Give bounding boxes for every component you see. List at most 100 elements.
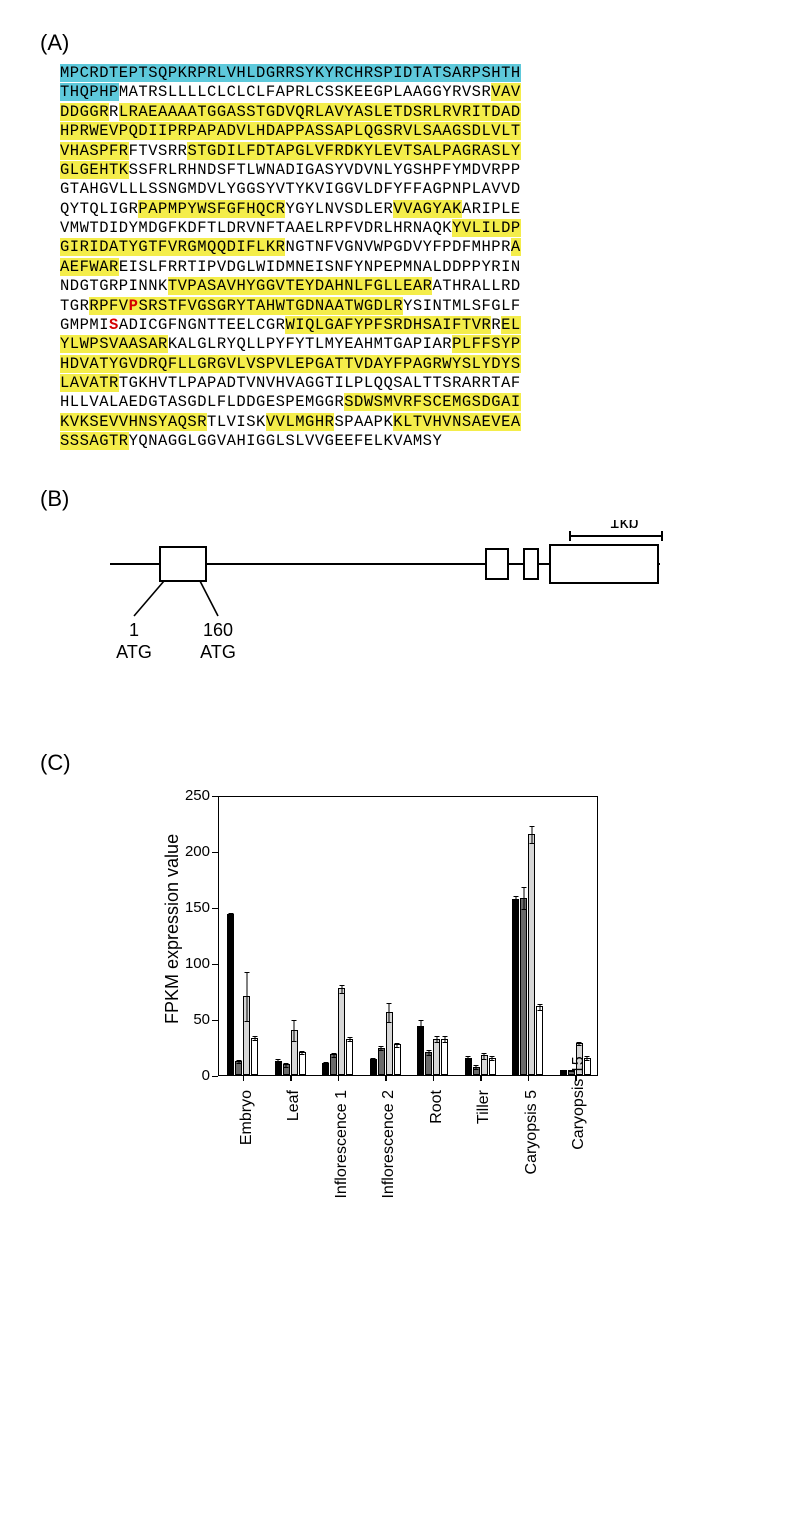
bar [465,1058,472,1075]
bar [243,996,250,1074]
bar [433,1039,440,1075]
sequence-run: GLGEHTK [60,161,129,179]
bar [330,1054,337,1074]
sequence-run: PAPMPYWSFGFHQCR [138,200,285,218]
bar [520,898,527,1075]
sequence-run: VAV [491,83,520,101]
sequence-run: GMPMI [60,316,109,334]
bar [283,1064,290,1074]
sequence-run: VHASPFR [60,142,129,160]
bar [536,1006,543,1074]
sequence-run: GTAHGVLLLSSNGMDVLYGGSYVTYKVIGGVLDFYFFAGP… [60,180,521,198]
bar [425,1052,432,1074]
sequence-run: VMWTDIDYMDGFKDFTLDRVNFTAAELRPFVDRLHRNAQK [60,219,452,237]
x-tick-label: Leaf [285,1090,303,1435]
sequence-run: TGKHVTLPAPADTVNVHVAGGTILPLQQSALTTSRARRTA… [119,374,521,392]
sequence-run: VVLMGHR [266,413,335,431]
sequence-run: WIQLGAFYPFSRDHSAIFTVR [285,316,491,334]
bar [560,1070,567,1074]
y-axis-label: FPKM expression value [162,833,183,1023]
bar [386,1012,393,1075]
sequence-run: ATHRALLRD [432,277,520,295]
sequence-run: ARIPLE [462,200,521,218]
sequence-run: VVAGYAK [393,200,462,218]
sequence-run: RPFV [89,297,128,315]
panel-c-label: (C) [40,750,752,776]
sequence-run: KALGLRYQLLPYFYTLMYEAHMTGAPIAR [168,335,452,353]
bar [251,1038,258,1075]
x-tick-label: Root [428,1090,446,1292]
sequence-run: MPCRDTEPTSQPKRPRLVHLDGRRSYKYRCHRSPIDTATS… [60,64,521,82]
sequence-run: MATRSLLLLCLCLCLFAPRLCSSKEEGPLAAGGYRVSR [119,83,491,101]
sequence-run: S [109,316,119,334]
y-tick-label: 0 [170,1067,210,1084]
bar-group [370,1012,401,1075]
bar [227,914,234,1074]
bar-group [275,1030,306,1075]
svg-text:1kb: 1kb [609,520,638,532]
sequence-run: YSINTMLSFGLF [403,297,521,315]
y-tick-label: 100 [170,955,210,972]
sequence-run: P [129,297,139,315]
sequence-run: SDWSMVRFSCEMGSDGAI [344,393,520,411]
sequence-run: DDGGR [60,103,109,121]
sequence-run: ADICGFNGNTTEELCGR [119,316,286,334]
x-tick-label: Tiller [475,1090,493,1245]
bar-group [512,834,543,1075]
bar-group [465,1055,496,1074]
sequence-run: SSFRLRHNDSFTLWNADIGASYVDVNLYGSHPFYMDVRPP [129,161,521,179]
sequence-run: R [109,103,119,121]
bar [299,1052,306,1074]
sequence-run: HPRWEVPQDIIPRPAPADVLHDAPPASSAPLQGSRVLSAA… [60,122,521,140]
bar [275,1061,282,1074]
bar-group [417,1026,448,1074]
sequence-run: STGDILFDTAPGLVFRDKYLEVTSALPAGRASLY [187,142,520,160]
sequence-run: THQPHP [60,83,119,101]
x-tick-label: Caryopsis 5 [523,1090,541,1197]
sequence-run: FTVSRR [129,142,188,160]
bar [394,1044,401,1074]
svg-text:ATG: ATG [200,642,236,662]
svg-text:160: 160 [203,620,233,640]
x-tick-label: Inflorescence 2 [380,1090,398,1340]
sequence-run: LRAEAAAATGGASSTGDVQRLAVYASLETDSRLRVRITDA… [119,103,521,121]
x-tick-label: Embryo [238,1090,256,1482]
sequence-run: KLTVHVNSAEVEA [393,413,520,431]
y-tick-label: 50 [170,1011,210,1028]
x-tick-label: Inflorescence 1 [333,1090,351,1387]
sequence-run: AEFWAR [60,258,119,276]
sequence-run: TVPASAVHYGGVTEYDAHNLFGLLEAR [168,277,433,295]
sequence-run: YQNAGGLGGVAHIGGLSLVVGEEFELKVAMSY [129,432,443,450]
bar [378,1048,385,1075]
sequence-run: NGTNFVGNVWPGDVYFPDFMHPR [285,238,510,256]
sequence-run: TLVISK [207,413,266,431]
svg-text:1: 1 [129,620,139,640]
gene-svg: 1kb1ATG160ATG [100,520,720,720]
bar [512,899,519,1075]
sequence-run: EISLFRRTIPVDGLWIDMNEISNFYNPEPMNALDDPPYRI… [119,258,521,276]
gene-structure-diagram: 1kb1ATG160ATG [100,520,752,720]
bar [346,1039,353,1075]
bar-group [322,988,353,1074]
bar [291,1030,298,1075]
fpkm-bar-chart: FPKM expression value 050100150200250 Em… [150,784,630,1224]
chart-plot-area [218,796,598,1076]
bar [417,1026,424,1074]
bar [441,1039,448,1075]
sequence-run: GIRIDATYGTFVRGMQQDIFLKR [60,238,285,256]
y-tick-label: 150 [170,899,210,916]
panel-a-label: (A) [40,30,752,56]
protein-sequence-block: MPCRDTEPTSQPKRPRLVHLDGRRSYKYRCHRSPIDTATS… [60,64,752,452]
bar [235,1061,242,1074]
bar [481,1055,488,1074]
bar [370,1059,377,1075]
sequence-run: YGYLNVSDLER [285,200,393,218]
x-tick-label: Caryopsis 15 [570,1090,588,1150]
sequence-run: NDGTGRPINNK [60,277,168,295]
sequence-run: A [511,238,521,256]
sequence-run: HLLVALAEDGTASGDLFLDDGESPEMGGR [60,393,344,411]
sequence-run: QYTQLIGR [60,200,138,218]
bar [473,1067,480,1075]
sequence-run: PLFFSYP [452,335,521,353]
sequence-run: YVLILDP [452,219,521,237]
